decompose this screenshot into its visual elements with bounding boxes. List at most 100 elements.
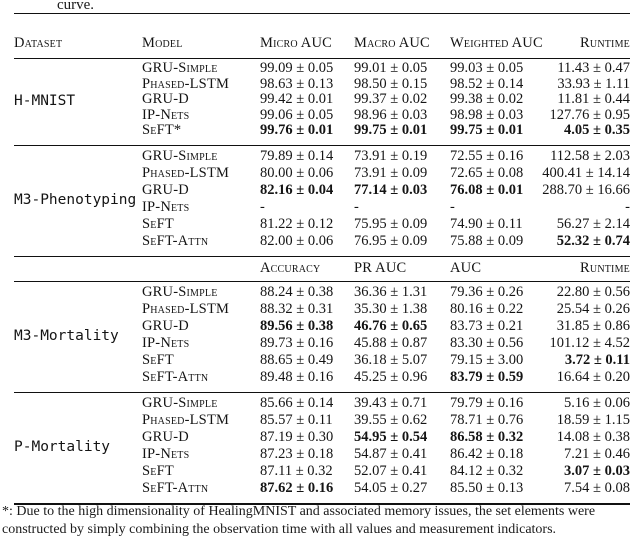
runtime-value: 3.72 ± 0.11: [564, 351, 630, 368]
runtime-value: 101.12 ± 4.52: [549, 334, 630, 351]
table-row: SeFT 81.22 ± 0.12 75.95 ± 0.09 74.90 ± 0.11…: [14, 216, 630, 233]
metric-value: 89.48 ± 0.16: [260, 368, 334, 385]
metric-value: 99.38 ± 0.02: [450, 91, 524, 107]
column-header-runtime-2: Runtime: [536, 256, 630, 282]
table-row: SeFT 88.65 ± 0.49 36.18 ± 5.07 79.15 ± 3.00…: [14, 352, 630, 369]
table-row: GRU-D 87.19 ± 0.30 54.95 ± 0.54 86.58 ± 0.3…: [14, 429, 630, 446]
runtime-value: 52.32 ± 0.74: [556, 232, 630, 249]
runtime-value: 31.85 ± 0.86: [556, 317, 630, 334]
model-name: GRU-Simple: [142, 394, 218, 411]
table-row: SeFT-Attn 87.62 ± 0.16 54.05 ± 0.27 85.50 ±…: [14, 480, 630, 504]
metric-value: 36.36 ± 1.31: [354, 283, 428, 300]
metric-value: 78.71 ± 0.76: [450, 411, 524, 428]
runtime-value: 4.05 ± 0.35: [564, 122, 630, 138]
metric-value: 76.08 ± 0.01: [450, 181, 524, 198]
model-name: Phased-LSTM: [142, 300, 230, 317]
metric-value: 81.22 ± 0.12: [260, 215, 334, 232]
table-row: SeFT 87.11 ± 0.32 52.07 ± 0.41 84.12 ± 0.32…: [14, 463, 630, 480]
metric-value: 99.42 ± 0.01: [260, 91, 334, 107]
dataset-label: M3-Mortality: [14, 328, 119, 344]
model-name: GRU-D: [142, 91, 189, 107]
metric-value: 88.65 ± 0.49: [260, 351, 334, 368]
runtime-value: 25.54 ± 0.26: [556, 300, 630, 317]
metric-value: 79.89 ± 0.14: [260, 147, 334, 164]
column-header-micro-auc: Micro AUC: [256, 13, 350, 59]
dataset-label: H-MNIST: [14, 93, 76, 109]
column-header-weighted-auc: Weighted AUC: [446, 13, 543, 59]
runtime-value: 11.43 ± 0.47: [557, 60, 630, 76]
metric-value: 46.76 ± 0.65: [354, 317, 428, 334]
model-name: GRU-D: [142, 317, 189, 334]
table-row: Phased-LSTM 98.63 ± 0.13 98.50 ± 0.15 98.52…: [14, 75, 630, 93]
metric-value: 99.75 ± 0.01: [354, 122, 428, 138]
model-name: SeFT-Attn: [142, 232, 209, 249]
metric-value: 83.73 ± 0.21: [450, 317, 524, 334]
metric-value: 99.76 ± 0.01: [260, 122, 334, 138]
metric-value: 88.32 ± 0.31: [260, 300, 334, 317]
column-header-runtime-1: Runtime: [536, 13, 630, 59]
metric-value: 54.05 ± 0.27: [354, 479, 428, 496]
metric-value: 75.95 ± 0.09: [354, 215, 428, 232]
table-row: M3-Mortality GRU-Simple 88.24 ± 0.38 36.36 …: [14, 281, 630, 345]
runtime-value: 16.64 ± 0.20: [556, 368, 630, 385]
metric-value: 35.30 ± 1.38: [354, 300, 428, 317]
model-name: GRU-Simple: [142, 60, 218, 76]
column-header-empty-model: [142, 256, 256, 282]
runtime-value: 7.54 ± 0.08: [564, 479, 630, 496]
footnote: *: Due to the high dimensionality of Hea…: [2, 503, 638, 539]
footnote-line: *: Due to the high dimensionality of Hea…: [2, 504, 596, 519]
model-name: SeFT-Attn: [142, 479, 209, 496]
runtime-value: 14.08 ± 0.38: [556, 428, 630, 445]
model-name: SeFT: [142, 215, 174, 232]
metric-value: 98.50 ± 0.15: [354, 75, 428, 92]
column-header-pr-auc: PR AUC: [350, 256, 446, 282]
model-name: IP-Nets: [142, 445, 190, 462]
metric-value: 52.07 ± 0.41: [354, 462, 428, 479]
model-name: GRU-Simple: [142, 147, 218, 164]
metric-value: 79.36 ± 0.26: [450, 283, 524, 300]
footnote-line: constructed by simply combining the obse…: [2, 522, 557, 537]
model-name: Phased-LSTM: [142, 164, 230, 181]
column-header-empty-dataset: [14, 256, 142, 282]
metric-value: 99.06 ± 0.05: [260, 106, 334, 123]
runtime-value: 33.93 ± 1.11: [557, 75, 630, 92]
metric-value: 82.16 ± 0.04: [260, 181, 334, 198]
dataset-label: P-Mortality: [14, 439, 111, 455]
metric-value: 85.50 ± 0.13: [450, 479, 524, 496]
metric-value: 76.95 ± 0.09: [354, 232, 428, 249]
model-name: IP-Nets: [142, 106, 190, 123]
runtime-value: 3.07 ± 0.03: [564, 462, 630, 479]
metric-value: 86.58 ± 0.32: [450, 428, 524, 445]
metric-value: 73.91 ± 0.19: [354, 147, 428, 164]
metric-value: 82.00 ± 0.06: [260, 232, 334, 249]
runtime-value: 18.59 ± 1.15: [556, 411, 630, 428]
metric-value: 74.90 ± 0.11: [450, 215, 523, 232]
metric-value: 72.65 ± 0.08: [450, 164, 524, 181]
metric-value: -: [450, 198, 455, 215]
metric-value: 99.09 ± 0.05: [260, 60, 334, 76]
metric-value: 72.55 ± 0.16: [450, 147, 524, 164]
table-row: SeFT-Attn 82.00 ± 0.06 76.95 ± 0.09 75.88 ±…: [14, 233, 630, 257]
model-name: GRU-Simple: [142, 283, 218, 300]
metric-value: 99.37 ± 0.02: [354, 91, 428, 107]
table-header-part1: Dataset Model Micro AUC Macro AUC Weight…: [14, 13, 630, 59]
results-table: Dataset Model Micro AUC Macro AUC Weight…: [14, 13, 630, 505]
runtime-value: 127.76 ± 0.95: [549, 106, 630, 123]
runtime-value: 22.80 ± 0.56: [556, 283, 630, 300]
column-header-model: Model: [142, 13, 256, 59]
metric-value: 98.52 ± 0.14: [450, 75, 524, 92]
table-row: M3-Phenotyping GRU-Simple 79.89 ± 0.14 73.9…: [14, 145, 630, 209]
metric-value: 87.23 ± 0.18: [260, 445, 334, 462]
metric-value: 80.00 ± 0.06: [260, 164, 334, 181]
table-row: SeFT* 99.76 ± 0.01 99.75 ± 0.01 99.75 ± 0.0…: [14, 122, 630, 145]
table-row: Phased-LSTM 85.57 ± 0.11 39.55 ± 0.62 78.71…: [14, 412, 630, 429]
runtime-value: 11.81 ± 0.44: [557, 91, 630, 107]
runtime-value: 400.41 ± 14.14: [542, 164, 630, 181]
metric-value: 89.73 ± 0.16: [260, 334, 334, 351]
metric-value: 98.96 ± 0.03: [354, 106, 428, 123]
table-row: H-MNIST GRU-Simple 99.09 ± 0.05 99.01 ± 0.0…: [14, 59, 630, 108]
model-name: SeFT: [142, 462, 174, 479]
column-header-auc: AUC: [446, 256, 536, 282]
column-header-dataset: Dataset: [14, 13, 142, 59]
dataset-block-m3-phenotyping: M3-Phenotyping GRU-Simple 79.89 ± 0.14 73.9…: [14, 145, 630, 256]
